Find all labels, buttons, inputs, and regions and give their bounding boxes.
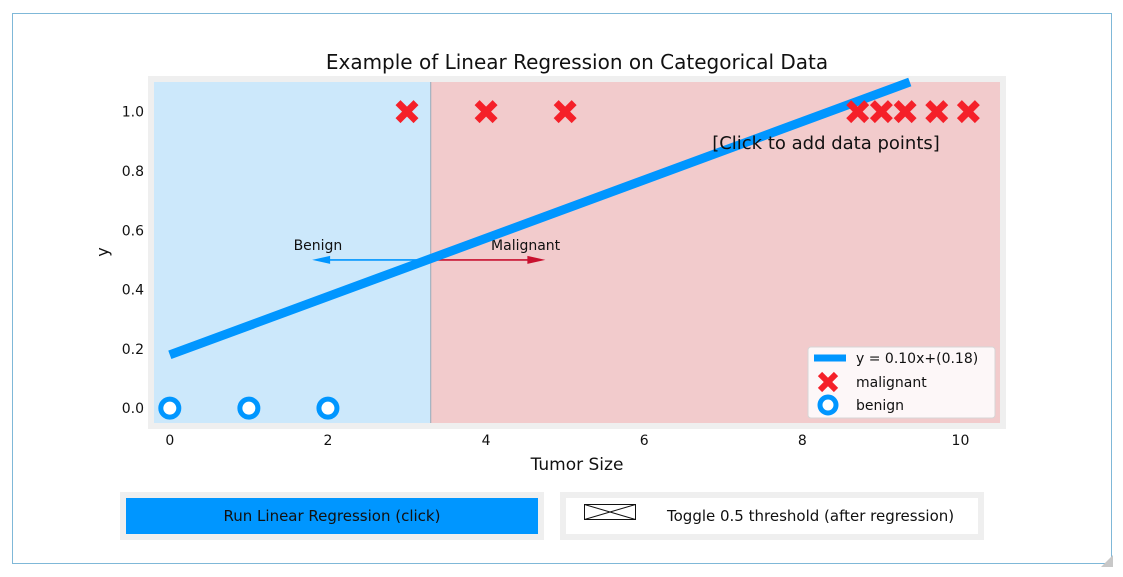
malignant-point xyxy=(395,100,419,124)
y-tick-label: 0.4 xyxy=(122,283,144,299)
legend-label-benign: benign xyxy=(856,398,904,414)
malignant-point xyxy=(956,100,980,124)
y-tick-label: 0.0 xyxy=(122,401,144,417)
legend-box xyxy=(807,346,996,419)
legend-malignant-marker xyxy=(817,371,839,393)
y-tick-label: 1.0 xyxy=(122,105,144,121)
x-tick-label: 8 xyxy=(798,433,807,449)
benign-annotation: Benign xyxy=(294,238,343,254)
y-tick-label: 0.8 xyxy=(122,164,144,180)
legend-label-malignant: malignant xyxy=(856,375,927,391)
x-tick-label: 4 xyxy=(482,433,491,449)
legend-label-regression: y = 0.10x+(0.18) xyxy=(856,351,978,367)
benign-region xyxy=(154,82,431,423)
click-hint: [Click to add data points] xyxy=(712,133,940,154)
regress-button-frame: Run Linear Regression (click) xyxy=(120,492,544,540)
y-axis-label: y xyxy=(93,247,112,256)
threshold-toggle-label: Toggle 0.5 threshold (after regression) xyxy=(667,507,955,525)
malignant-point xyxy=(474,100,498,124)
benign-point xyxy=(316,396,340,420)
malignant-annotation: Malignant xyxy=(491,238,561,254)
y-tick-label: 0.6 xyxy=(122,223,144,239)
x-tick-label: 6 xyxy=(640,433,649,449)
run-linear-regression-button[interactable]: Run Linear Regression (click) xyxy=(126,498,538,534)
y-tick-label: 0.2 xyxy=(122,342,144,358)
chart-title: Example of Linear Regression on Categori… xyxy=(326,50,828,74)
x-tick-label: 2 xyxy=(323,433,332,449)
x-axis-label: Tumor Size xyxy=(530,455,624,475)
legend-benign-marker xyxy=(817,394,839,416)
benign-point xyxy=(237,396,261,420)
malignant-point xyxy=(846,100,870,124)
malignant-point xyxy=(869,100,893,124)
malignant-point xyxy=(925,100,949,124)
benign-arrow-head xyxy=(312,255,331,264)
malignant-point xyxy=(553,100,577,124)
x-tick-label: 0 xyxy=(165,433,174,449)
threshold-toggle-frame: Toggle 0.5 threshold (after regression) xyxy=(560,492,984,540)
figure-frame xyxy=(12,13,1112,564)
legend: y = 0.10x+(0.18) malignant benign xyxy=(807,346,996,419)
malignant-arrow-head xyxy=(527,255,546,264)
regression-line xyxy=(168,77,912,360)
malignant-point xyxy=(893,100,917,124)
threshold-toggle[interactable]: Toggle 0.5 threshold (after regression) xyxy=(566,498,978,534)
resize-grip-icon[interactable] xyxy=(1101,555,1113,567)
benign-point xyxy=(158,396,182,420)
checkbox-icon[interactable] xyxy=(584,504,636,520)
x-tick-label: 10 xyxy=(952,433,970,449)
